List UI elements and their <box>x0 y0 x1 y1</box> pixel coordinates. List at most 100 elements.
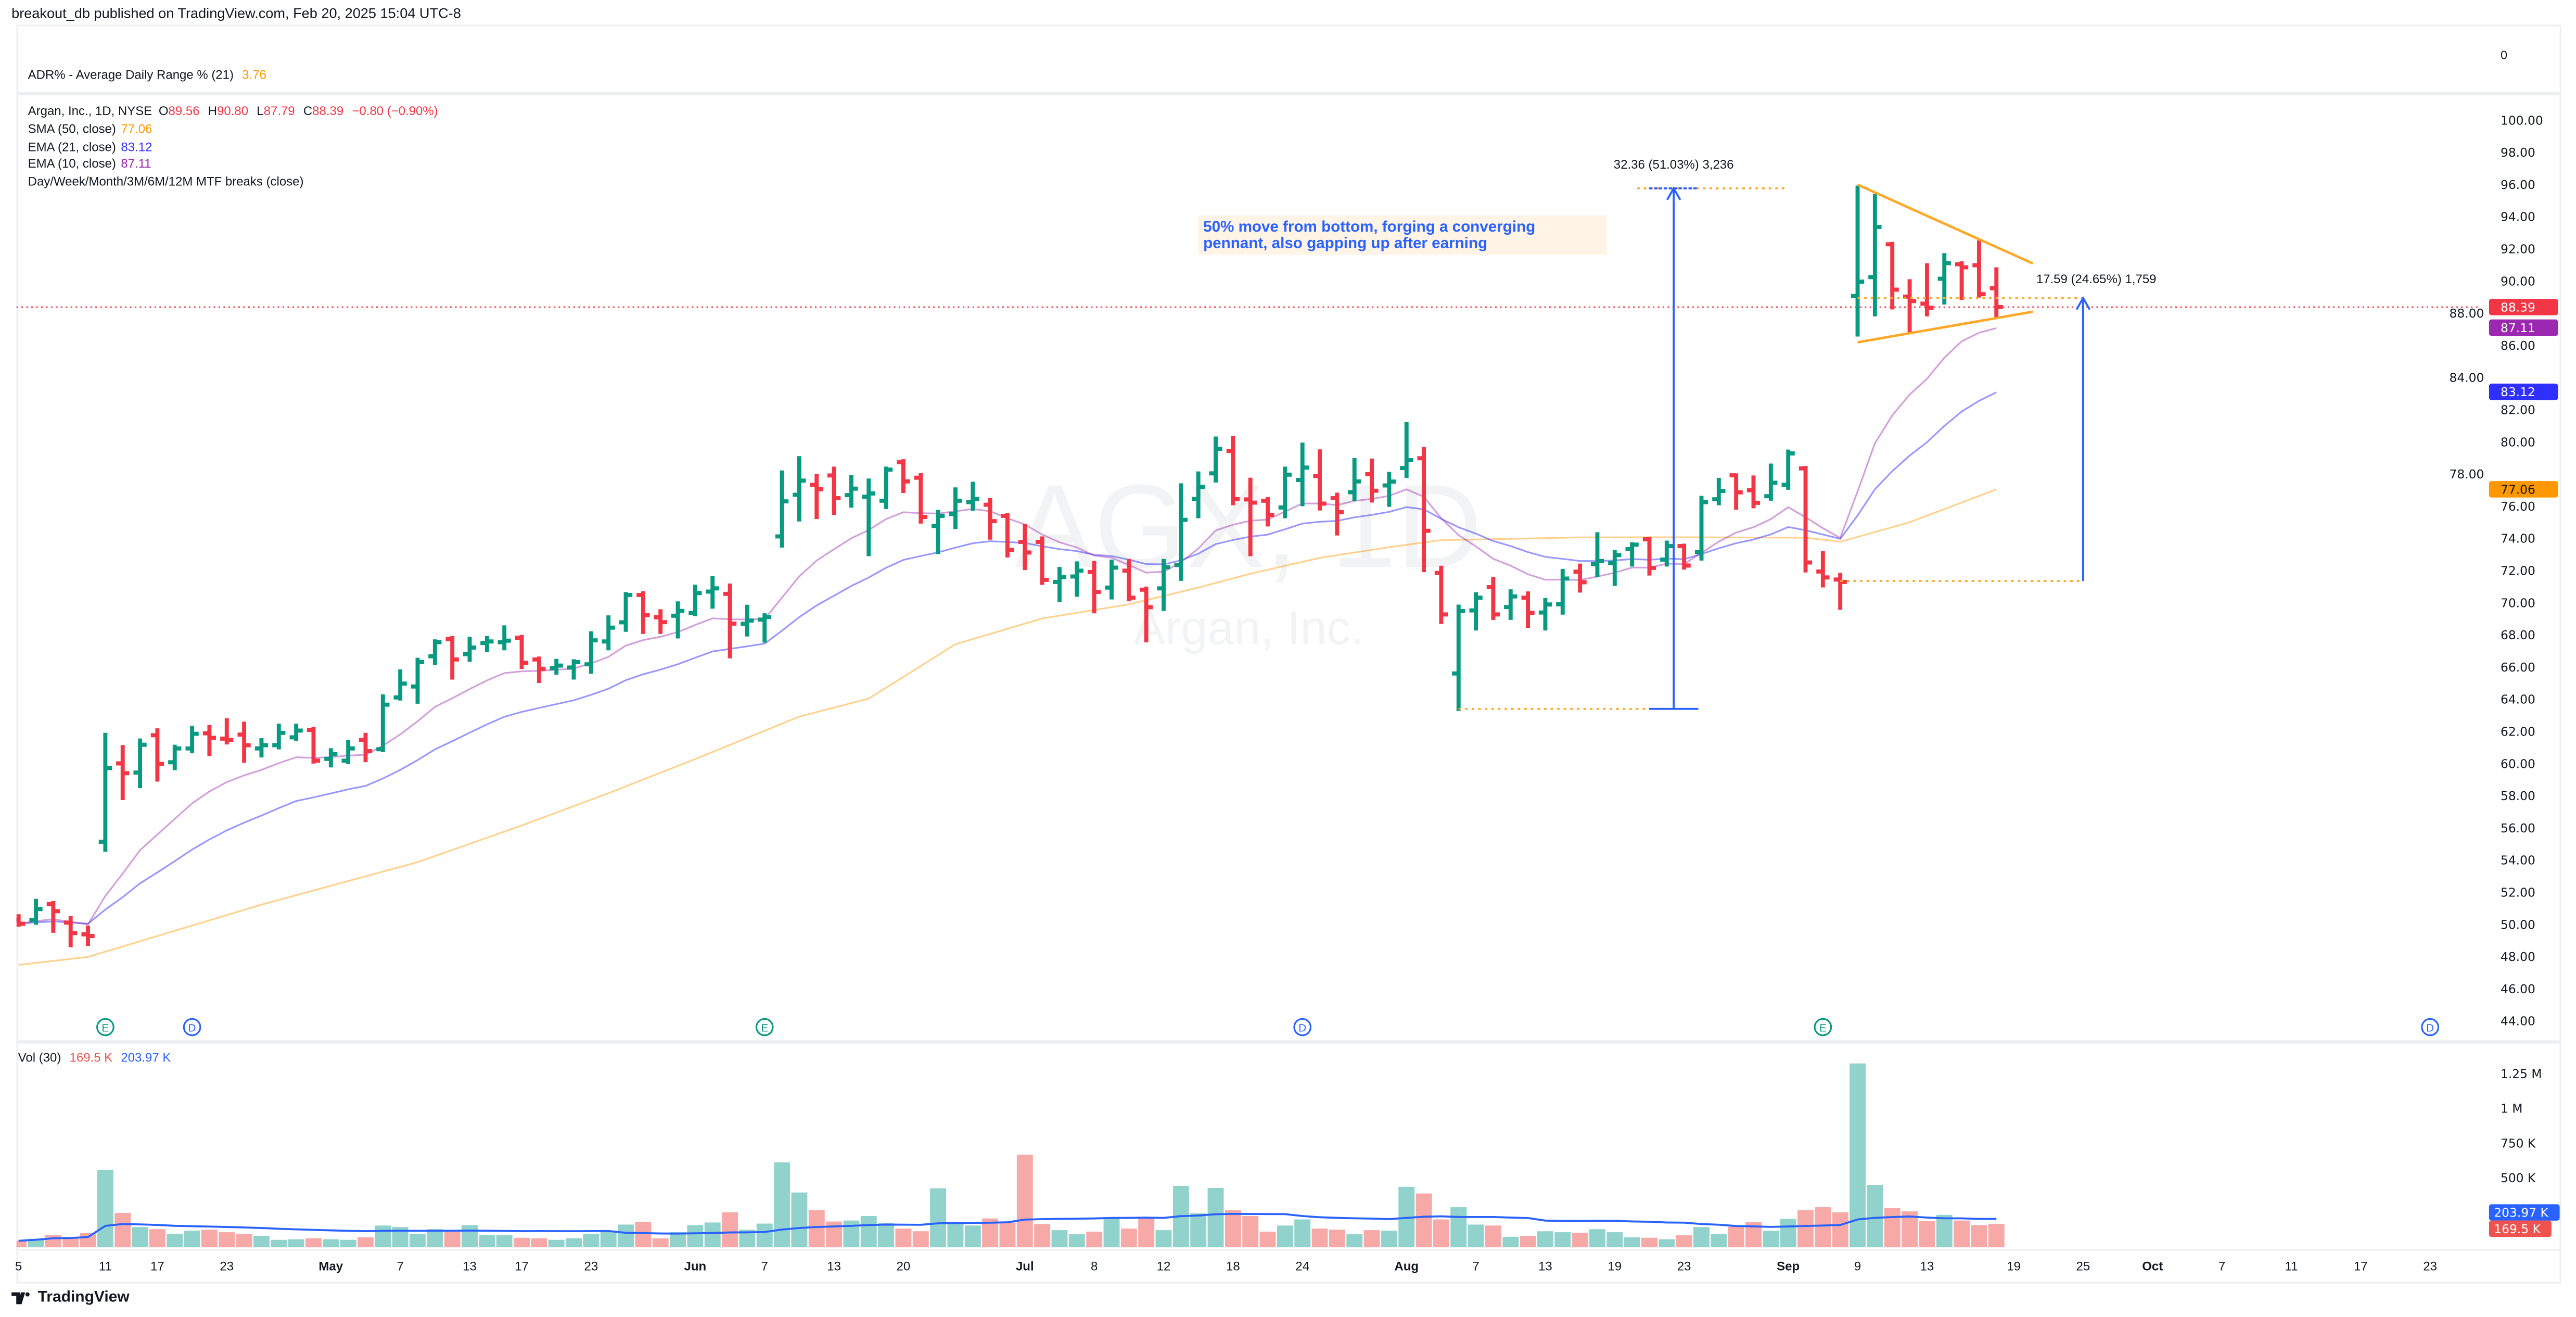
ohlc-bar <box>1590 532 1604 577</box>
watermark-name: Argan, Inc. <box>1133 602 1364 655</box>
price-badge: 83.12 <box>2489 383 2558 400</box>
earnings-marker[interactable]: E <box>755 1018 774 1036</box>
dividend-marker[interactable]: D <box>2421 1018 2440 1036</box>
date-tick-label: Sep <box>1777 1259 1800 1273</box>
ohlc-bar <box>1434 565 1448 624</box>
volume-bar <box>375 1225 391 1248</box>
volume-legend[interactable]: Vol (30) 169.5 K 203.97 K <box>18 1050 176 1065</box>
ohlc-bar <box>1920 263 1934 316</box>
ohlc-bar <box>1486 577 1500 620</box>
ohlc-bar <box>1330 492 1344 536</box>
change-value: −0.80 (−0.90%) <box>352 103 438 119</box>
ohlc-bar <box>1452 604 1465 711</box>
ohlc-bar <box>1764 463 1778 501</box>
measure-label: 32.36 (51.03%) 3,236 <box>1614 158 1734 172</box>
time-axis[interactable]: 5 11 17 23 May 7 13 17 23 Jun 7 13 20 Jul 8 12 18 24 Aug 7 1… <box>15 1259 2437 1273</box>
price-badge: 77.06 <box>2489 481 2558 498</box>
volume-bar <box>964 1225 981 1248</box>
price-range-measure-2[interactable]: 17.59 (24.65%) 1,759 <box>1840 272 2157 582</box>
ema10-legend[interactable]: EMA (10, close) 87.11 <box>28 156 156 171</box>
earnings-marker[interactable]: E <box>1814 1018 1832 1036</box>
volume-bar <box>878 1223 895 1248</box>
dividend-marker[interactable]: D <box>1293 1018 1312 1036</box>
ohlc-bar <box>359 732 373 763</box>
volume-bar <box>791 1192 808 1248</box>
volume-badge-label: 203.97 K <box>2494 1206 2548 1220</box>
volume-bar <box>97 1170 113 1248</box>
ohlc-bar <box>654 609 667 634</box>
date-tick-label: 9 <box>1854 1259 1861 1273</box>
ohlc-bar <box>1729 473 1743 510</box>
tradingview-logo-text: TradingView <box>37 1288 130 1307</box>
sma50-legend[interactable]: SMA (50, close) 77.06 <box>28 122 157 136</box>
ohlc-bar <box>1538 598 1552 631</box>
pane-separator[interactable] <box>16 1040 2561 1043</box>
ohlc-bar <box>1088 561 1101 614</box>
tradingview-logo[interactable]: TradingView <box>11 1288 130 1307</box>
adr-legend[interactable]: ADR% - Average Daily Range % (21) 3.76 <box>28 67 272 82</box>
ohlc-bar <box>1955 261 1969 300</box>
volume-bar <box>912 1231 929 1248</box>
price-tick-label: 68.00 <box>2501 628 2535 642</box>
annotation-note[interactable]: 50% move from bottom, forging a convergi… <box>1198 215 1606 256</box>
volume-bar <box>1329 1230 1345 1248</box>
date-tick-label: Aug <box>1394 1259 1419 1273</box>
price-tick-label: 76.00 <box>2501 499 2535 514</box>
price-axis[interactable]: 44.00 46.00 48.00 50.00 52.00 54.00 56.00 58.00… <box>2450 113 2558 1029</box>
volume-ma-value: 203.97 K <box>121 1050 171 1065</box>
volume-bar <box>1763 1231 1779 1248</box>
price-pane[interactable]: 32.36 (51.03%) 3,236 17.59 (24.65%) 1,759 <box>12 158 2478 966</box>
close-value: 88.39 <box>312 103 344 119</box>
volume-pane[interactable] <box>10 1063 2005 1248</box>
ohlc-bar <box>706 576 719 609</box>
ohlc-bar <box>1712 477 1726 505</box>
volume-bar <box>462 1225 478 1248</box>
date-tick-label: Oct <box>2142 1259 2163 1273</box>
volume-bar <box>583 1234 600 1248</box>
ohlc-bar <box>168 744 182 770</box>
volume-bar <box>1138 1217 1155 1248</box>
ohlc-bar <box>1573 563 1587 593</box>
volume-bar <box>1225 1210 1241 1248</box>
ema21-legend[interactable]: EMA (21, close) 83.12 <box>28 140 157 154</box>
price-range-measure-1[interactable]: 32.36 (51.03%) 3,236 <box>1458 158 1789 710</box>
ema10-line <box>18 327 1997 926</box>
dividend-marker[interactable]: D <box>183 1018 201 1036</box>
high-label: H <box>208 103 218 119</box>
volume-bar <box>1659 1239 1675 1248</box>
date-tick-label: 13 <box>1920 1259 1934 1273</box>
ohlc-bar <box>324 748 338 768</box>
volume-bar <box>930 1188 947 1248</box>
date-tick-label: 19 <box>1608 1259 1622 1273</box>
price-badge: 88.39 <box>2489 299 2558 315</box>
ohlc-bar <box>1556 568 1570 615</box>
pennant-trendlines[interactable] <box>1857 183 2034 344</box>
volume-bar <box>16 1240 27 1248</box>
volume-bar <box>1485 1225 1501 1248</box>
pennant-upper-line <box>1857 183 2034 265</box>
volume-bar <box>531 1238 547 1248</box>
volume-bar <box>1554 1232 1571 1248</box>
ohlc-bar <box>1053 567 1066 602</box>
pane-separator[interactable] <box>16 92 2561 95</box>
date-tick-label: 13 <box>827 1259 841 1273</box>
volume-bar <box>756 1223 773 1248</box>
volume-bar <box>1207 1187 1224 1248</box>
volume-axis[interactable]: 500 K 750 K 1 M 1.25 M 203.97 K 169.5 K <box>2489 1067 2560 1237</box>
adr-value: 3.76 <box>242 67 266 82</box>
volume-tick-label: 1.25 M <box>2501 1067 2542 1081</box>
symbol-legend[interactable]: Argan, Inc., 1D, NYSE O89.56 H90.80 L87.7… <box>28 104 443 118</box>
price-tick-label: 44.00 <box>2501 1014 2535 1029</box>
ohlc-bar <box>29 898 43 925</box>
event-marker-label: D <box>1298 1022 1306 1034</box>
event-marker-label: D <box>2426 1022 2434 1034</box>
ema10-value: 87.11 <box>121 156 151 171</box>
arrow-up-icon <box>1666 186 1681 200</box>
volume-bar <box>1728 1226 1744 1248</box>
date-tick-label: 7 <box>2218 1259 2225 1273</box>
ohlc-bar <box>1105 559 1118 600</box>
earnings-marker[interactable]: E <box>96 1018 114 1036</box>
mtf-legend[interactable]: Day/Week/Month/3M/6M/12M MTF breaks (clo… <box>28 174 309 189</box>
